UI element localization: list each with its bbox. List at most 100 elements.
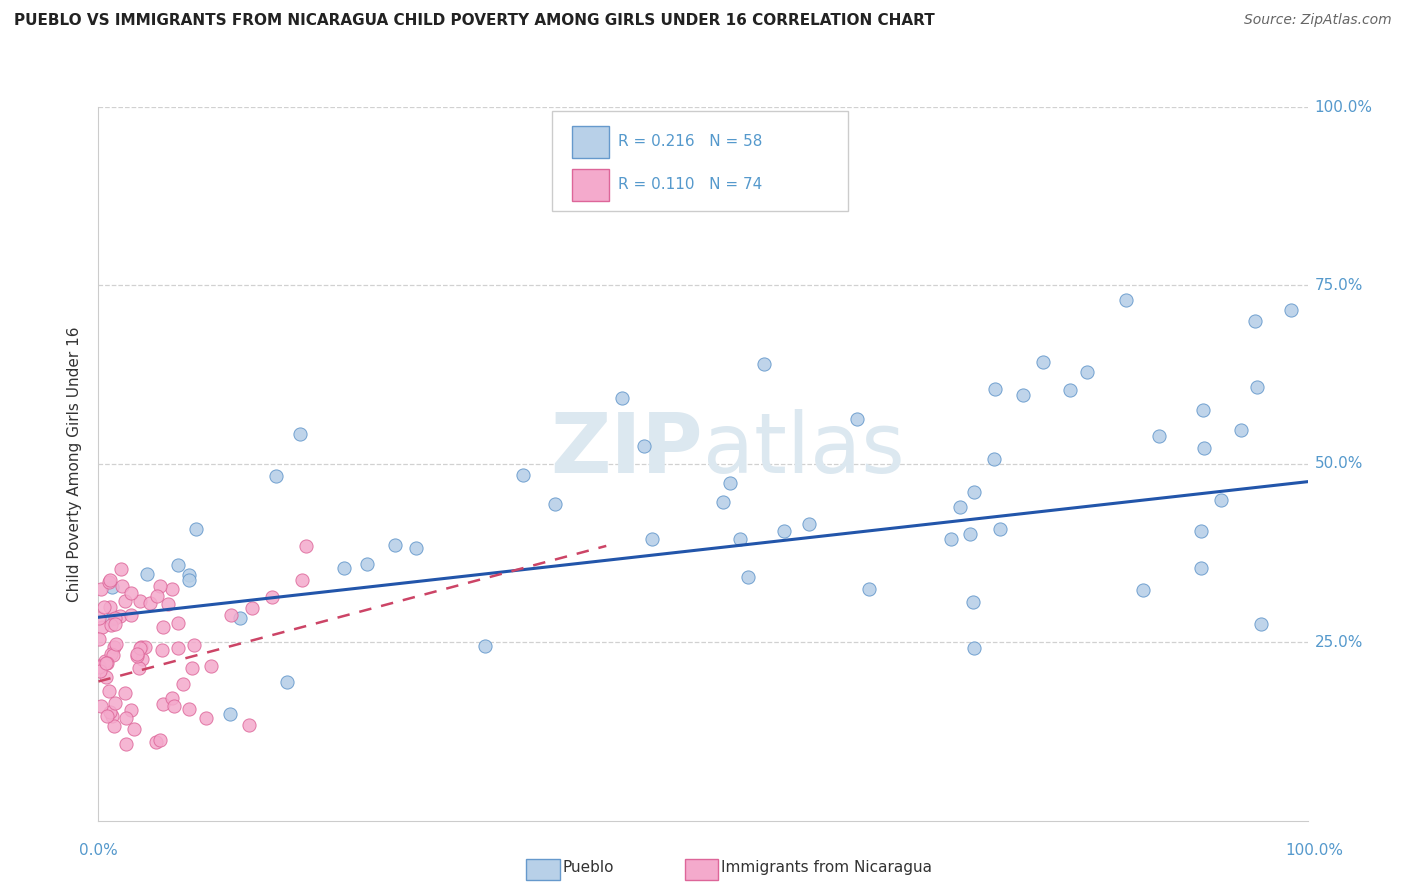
Text: 25.0%: 25.0%	[1315, 635, 1362, 649]
Point	[98, 599, 121, 614]
Text: 0.0%: 0.0%	[79, 843, 118, 858]
Point	[1115, 293, 1137, 307]
Point	[737, 570, 759, 584]
Point	[100, 705, 122, 719]
Point	[730, 533, 752, 547]
Point	[115, 737, 138, 751]
Point	[160, 690, 183, 705]
Point	[752, 358, 775, 372]
Text: Immigrants from Nicaragua: Immigrants from Nicaragua	[721, 861, 932, 875]
Point	[160, 582, 183, 596]
Point	[134, 640, 156, 655]
Point	[959, 527, 981, 541]
Point	[633, 439, 655, 453]
Point	[295, 539, 318, 553]
Point	[138, 595, 160, 609]
Point	[93, 654, 115, 668]
Point	[104, 611, 127, 625]
Point	[773, 524, 796, 538]
Point	[131, 652, 153, 666]
Point	[163, 699, 186, 714]
Point	[111, 579, 134, 593]
Text: Pueblo: Pueblo	[562, 861, 614, 875]
Point	[89, 665, 111, 679]
Text: R = 0.110   N = 74: R = 0.110 N = 74	[619, 177, 762, 192]
Point	[146, 589, 169, 603]
Point	[962, 595, 984, 609]
Point	[1279, 303, 1302, 318]
FancyBboxPatch shape	[572, 169, 609, 201]
Point	[1059, 383, 1081, 397]
Point	[90, 699, 112, 714]
Point	[128, 660, 150, 674]
Point	[963, 641, 986, 656]
Point	[103, 718, 125, 732]
Point	[845, 411, 868, 425]
Point	[129, 594, 152, 608]
Point	[110, 562, 132, 576]
Point	[181, 661, 204, 675]
Point	[122, 722, 145, 736]
Point	[98, 575, 121, 590]
Point	[1032, 355, 1054, 369]
Point	[91, 620, 114, 634]
Point	[152, 697, 174, 711]
Point	[103, 640, 125, 654]
Point	[101, 580, 124, 594]
Point	[1209, 492, 1232, 507]
Point	[333, 560, 356, 574]
FancyBboxPatch shape	[551, 111, 848, 211]
Point	[145, 735, 167, 749]
Point	[104, 617, 127, 632]
Text: R = 0.216   N = 58: R = 0.216 N = 58	[619, 134, 762, 149]
Point	[87, 660, 110, 674]
Point	[1230, 423, 1253, 437]
Point	[1147, 429, 1170, 443]
Point	[136, 566, 159, 581]
Point	[101, 648, 124, 663]
Point	[1192, 441, 1215, 455]
Point	[512, 468, 534, 483]
Point	[149, 579, 172, 593]
Point	[1250, 616, 1272, 631]
FancyBboxPatch shape	[572, 127, 609, 158]
Point	[264, 469, 287, 483]
Text: atlas: atlas	[703, 409, 904, 490]
Point	[963, 485, 986, 500]
Point	[98, 683, 121, 698]
Point	[127, 649, 149, 664]
Point	[219, 608, 242, 623]
Point	[984, 382, 1007, 396]
Point	[120, 586, 142, 600]
Point	[104, 637, 127, 651]
Point	[90, 582, 112, 596]
Point	[797, 516, 820, 531]
Point	[240, 600, 263, 615]
Point	[120, 703, 142, 717]
Point	[1191, 561, 1213, 575]
Point	[156, 598, 179, 612]
Point	[276, 674, 298, 689]
Point	[129, 640, 152, 655]
Point	[713, 495, 735, 509]
Point	[238, 718, 260, 732]
Point	[200, 659, 222, 673]
Point	[104, 696, 127, 710]
Point	[96, 656, 118, 670]
Point	[152, 620, 174, 634]
Point	[858, 582, 880, 596]
Text: PUEBLO VS IMMIGRANTS FROM NICARAGUA CHILD POVERTY AMONG GIRLS UNDER 16 CORRELATI: PUEBLO VS IMMIGRANTS FROM NICARAGUA CHIL…	[14, 13, 935, 29]
Point	[194, 711, 217, 725]
Point	[356, 557, 378, 571]
Point	[167, 558, 190, 572]
Point	[96, 708, 118, 723]
Point	[100, 612, 122, 626]
Point	[260, 590, 283, 604]
Point	[177, 702, 200, 716]
Point	[1189, 524, 1212, 538]
Point	[100, 617, 122, 632]
Point	[1191, 402, 1213, 417]
Point	[87, 632, 110, 646]
Point	[87, 659, 110, 673]
Text: Source: ZipAtlas.com: Source: ZipAtlas.com	[1244, 13, 1392, 28]
